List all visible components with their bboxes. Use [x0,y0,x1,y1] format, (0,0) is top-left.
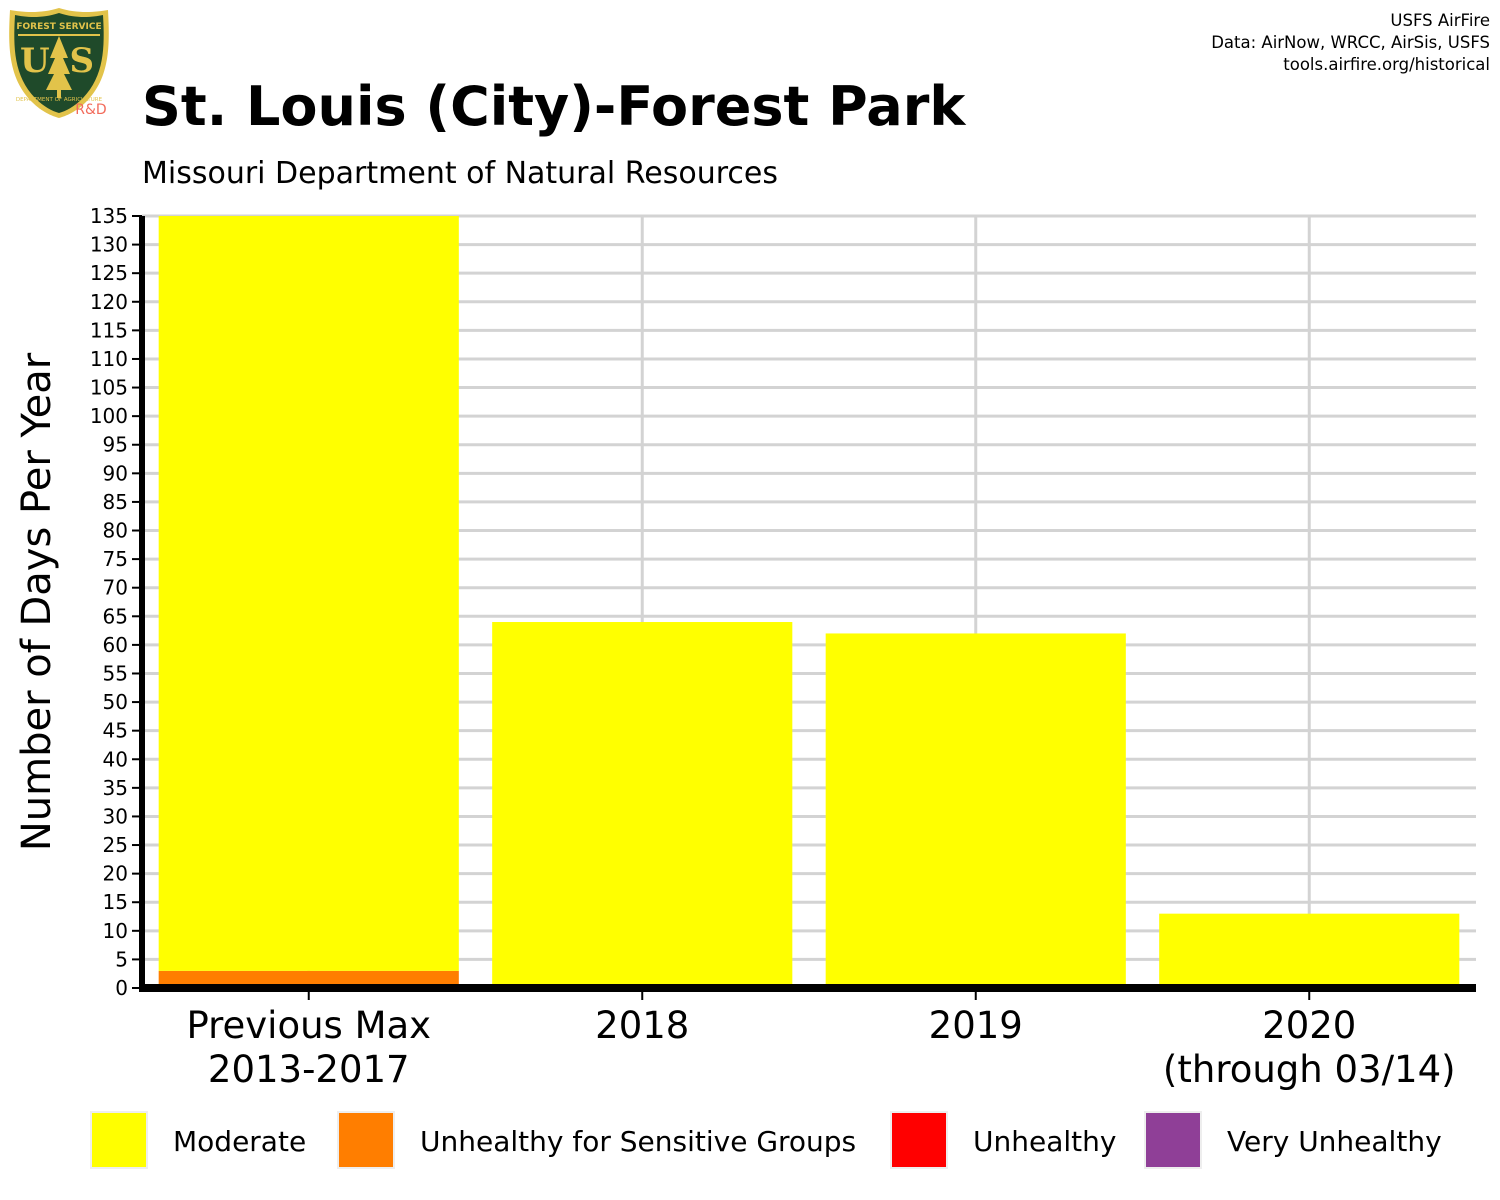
us-forest-service-shield-icon: FOREST SERVICE U S DEPARTMENT OF AGRICUL… [9,8,109,118]
y-tick-label: 60 [103,633,128,657]
y-tick-label: 95 [103,433,128,457]
y-tick-label: 135 [90,204,128,228]
legend-label: Very Unhealthy [1227,1125,1442,1158]
bar-moderate [825,633,1126,988]
y-tick-label: 90 [103,461,128,485]
legend-label: Unhealthy for Sensitive Groups [420,1125,856,1158]
x-tick-label: 2013-2017 [208,1048,410,1091]
credit-line-data: Data: AirNow, WRCC, AirSis, USFS [1211,33,1490,52]
y-tick-label: 10 [103,919,128,943]
y-tick-label: 80 [103,519,128,543]
legend-swatch [890,1111,948,1169]
y-tick-label: 20 [103,862,128,886]
x-tick-label: (through 03/14) [1163,1048,1456,1091]
y-tick-label: 125 [90,261,128,285]
y-tick-label: 130 [90,233,128,257]
y-tick-label: 15 [103,890,128,914]
legend-label: Moderate [173,1125,306,1158]
y-tick-label: 50 [103,690,128,714]
y-tick-label: 85 [103,490,128,514]
bar-moderate [1159,913,1460,988]
credit-line-source: USFS AirFire [1390,11,1490,30]
x-tick-label: 2019 [929,1004,1023,1047]
y-tick-label: 45 [103,719,128,743]
bar-unhealthy-for-sensitive-groups [158,970,459,988]
y-tick-label: 0 [115,976,128,1000]
x-tick-label: 2020 [1262,1004,1356,1047]
y-tick-label: 75 [103,547,128,571]
y-tick-label: 65 [103,604,128,628]
y-tick-label: 115 [90,318,128,342]
y-tick-label: 5 [115,947,128,971]
legend: Moderate Unhealthy for Sensitive Groups Un… [90,1111,1442,1169]
x-tick-label: Previous Max [186,1004,431,1047]
bars [158,216,1460,988]
legend-label: Unhealthy [973,1125,1116,1158]
legend-swatch [90,1111,148,1169]
chart-title: St. Louis (City)-Forest Park [142,75,966,138]
bar-moderate [492,622,793,988]
credit-line-url: tools.airfire.org/historical [1283,55,1490,74]
logo-suffix: R&D [75,102,106,118]
y-tick-label: 110 [90,347,128,371]
y-tick-label: 100 [90,404,128,428]
legend-swatch [337,1111,395,1169]
y-tick-label: 55 [103,661,128,685]
y-tick-label: 120 [90,290,128,314]
pine-tree-icon [46,36,72,98]
y-tick-label: 70 [103,576,128,600]
y-tick-label: 40 [103,747,128,771]
credits-block: USFS AirFire Data: AirNow, WRCC, AirSis,… [1211,10,1490,76]
y-tick-labels: 0 5 10 15 20 25 30 35 40 45 50 55 60 65 70 75 80 85 90 95 10… [90,204,128,1000]
bar-moderate [158,216,459,971]
y-axis-label: Number of Days Per Year [14,352,60,851]
logo-text-bottom: DEPARTMENT OF AGRICULTURE [16,97,103,103]
y-tick-label: 35 [103,776,128,800]
axes [132,215,1476,1000]
legend-swatch [1144,1111,1202,1169]
chart-subtitle: Missouri Department of Natural Resources [142,156,778,191]
y-tick-label: 105 [90,376,128,400]
y-tick-label: 25 [103,833,128,857]
logo-text-top: FOREST SERVICE [16,22,101,32]
x-tick-label: 2018 [595,1004,689,1047]
y-tick-label: 30 [103,804,128,828]
